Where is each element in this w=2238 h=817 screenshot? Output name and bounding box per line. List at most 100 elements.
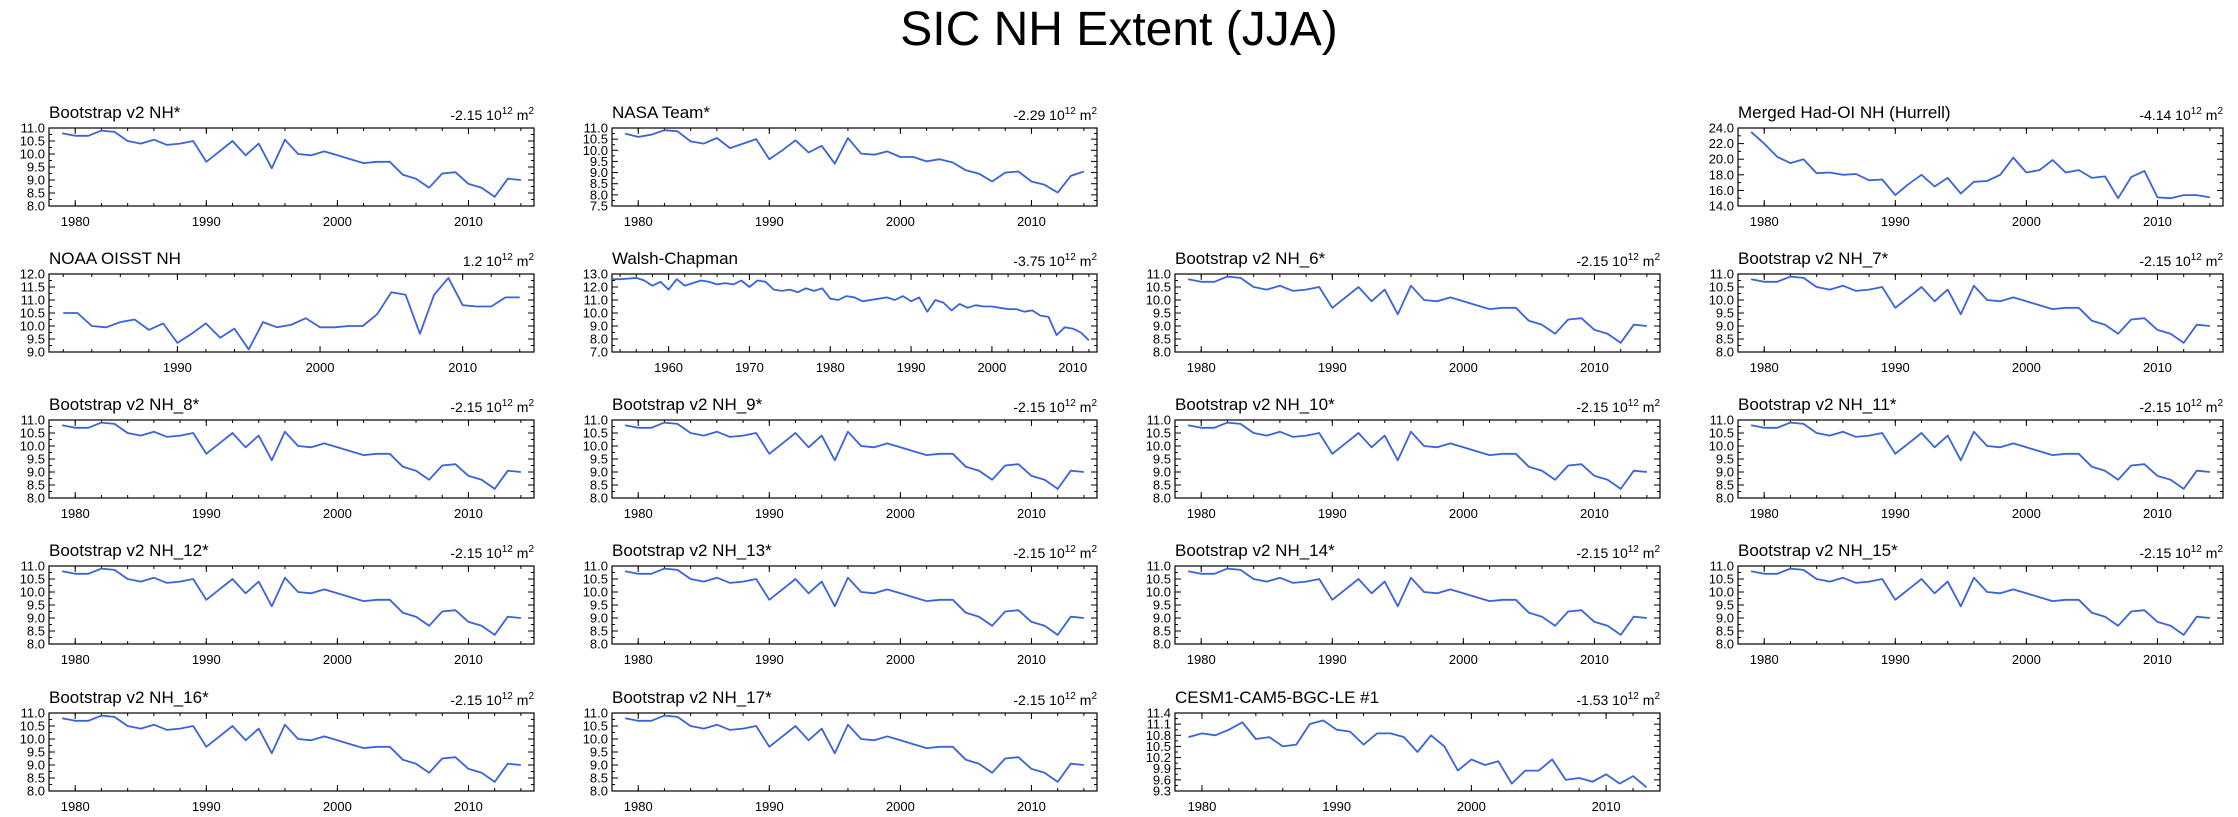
page-title: SIC NH Extent (JJA) (900, 3, 1338, 56)
series-line (1750, 421, 2210, 490)
x-tick-label: 1980 (61, 799, 90, 814)
x-tick-label: 1980 (624, 652, 653, 667)
y-tick-label: 9.0 (590, 319, 608, 334)
y-tick-label: 9.0 (27, 465, 45, 480)
trend-label: -2.15 1012 m2 (1013, 544, 1097, 561)
y-tick-label: 9.5 (27, 452, 45, 467)
x-tick-label: 2000 (2012, 214, 2041, 229)
plot-frame (48, 127, 535, 207)
x-tick-label: 1990 (192, 214, 221, 229)
x-tick-label: 1990 (1881, 506, 1910, 521)
y-tick-label: 8.0 (27, 784, 45, 799)
y-tick-label: 9.0 (1716, 465, 1734, 480)
x-tick-label: 2010 (454, 799, 483, 814)
y-tick-label: 8.0 (1153, 491, 1171, 506)
series-line (624, 421, 1084, 490)
y-tick-label: 10.0 (20, 147, 45, 162)
panel-title: Walsh-Chapman (612, 249, 738, 268)
y-tick-label: 8.5 (27, 478, 45, 493)
series-line (612, 276, 1090, 341)
y-tick-label: 9.5 (27, 745, 45, 760)
y-tick-label: 9.0 (590, 165, 608, 180)
x-tick-label: 1980 (624, 506, 653, 521)
y-tick-label: 10.0 (1709, 585, 1734, 600)
y-tick-label: 8.5 (27, 624, 45, 639)
trend-label: -2.15 1012 m2 (1576, 252, 1660, 269)
y-tick-label: 11.0 (21, 121, 45, 136)
y-tick-label: 10.5 (20, 426, 45, 441)
x-tick-label: 1980 (1750, 360, 1779, 375)
y-tick-label: 8.5 (590, 176, 608, 191)
plot-frame (48, 565, 535, 645)
x-tick-label: 2010 (2143, 214, 2172, 229)
plot-frame (1737, 273, 2224, 353)
trend-label: -2.15 1012 m2 (2139, 252, 2223, 269)
series-line (1187, 567, 1647, 636)
series-line (1187, 275, 1647, 344)
x-tick-label: 1990 (192, 506, 221, 521)
series-line (624, 129, 1085, 194)
plot-frame (1174, 565, 1661, 645)
x-tick-label: 1990 (755, 652, 784, 667)
y-tick-label: 20.0 (1709, 152, 1734, 167)
panel-title: Bootstrap v2 NH_10* (1175, 395, 1335, 414)
x-tick-label: 2010 (1058, 360, 1087, 375)
y-tick-label: 24.0 (1709, 121, 1734, 136)
x-tick-label: 1990 (163, 360, 192, 375)
y-tick-label: 8.5 (590, 771, 608, 786)
y-tick-label: 8.5 (1716, 478, 1734, 493)
y-tick-label: 10.5 (20, 134, 45, 149)
trend-label: -2.15 1012 m2 (1576, 544, 1660, 561)
y-tick-label: 9.0 (590, 758, 608, 773)
x-tick-label: 1980 (1187, 652, 1216, 667)
x-tick-label: 2010 (454, 652, 483, 667)
y-tick-label: 13.0 (583, 267, 608, 282)
y-tick-label: 11.0 (584, 413, 608, 428)
x-tick-label: 1990 (897, 360, 926, 375)
series-line (61, 714, 521, 783)
y-tick-label: 8.0 (27, 199, 45, 214)
trend-label: -2.15 1012 m2 (2139, 398, 2223, 415)
x-tick-label: 2000 (977, 360, 1006, 375)
y-tick-label: 10.0 (583, 732, 608, 747)
y-tick-label: 10.8 (1146, 728, 1171, 743)
panel-title: Bootstrap v2 NH_14* (1175, 541, 1335, 560)
y-tick-label: 10.0 (1709, 293, 1734, 308)
y-tick-label: 10.5 (1146, 280, 1171, 295)
x-tick-label: 1980 (1750, 214, 1779, 229)
y-tick-label: 9.0 (1716, 611, 1734, 626)
trend-label: -2.15 1012 m2 (1013, 691, 1097, 708)
panel-title: Bootstrap v2 NH* (49, 103, 181, 122)
x-tick-label: 1990 (1318, 652, 1347, 667)
x-tick-label: 2000 (1449, 360, 1478, 375)
y-tick-label: 7.5 (590, 199, 608, 214)
x-tick-label: 1990 (1881, 360, 1910, 375)
x-tick-label: 1980 (1187, 360, 1216, 375)
panel-title: Bootstrap v2 NH_12* (49, 541, 209, 560)
y-tick-label: 9.0 (1153, 465, 1171, 480)
panel-title: Bootstrap v2 NH_15* (1738, 541, 1898, 560)
y-tick-label: 11.0 (1710, 267, 1734, 282)
y-tick-label: 9.0 (27, 173, 45, 188)
plot-frame (48, 419, 535, 499)
y-tick-label: 16.0 (1709, 183, 1734, 198)
x-tick-label: 2000 (2012, 360, 2041, 375)
y-tick-label: 8.0 (1716, 637, 1734, 652)
y-tick-label: 8.5 (1716, 332, 1734, 347)
y-tick-label: 11.0 (21, 293, 45, 308)
x-tick-label: 2010 (1017, 214, 1046, 229)
trend-label: -2.15 1012 m2 (450, 398, 534, 415)
x-tick-label: 1960 (654, 360, 683, 375)
panel-title: Bootstrap v2 NH_6* (1175, 249, 1326, 268)
y-tick-label: 8.0 (1153, 345, 1171, 360)
y-tick-label: 11.0 (21, 413, 45, 428)
plot-frame (611, 712, 1098, 792)
